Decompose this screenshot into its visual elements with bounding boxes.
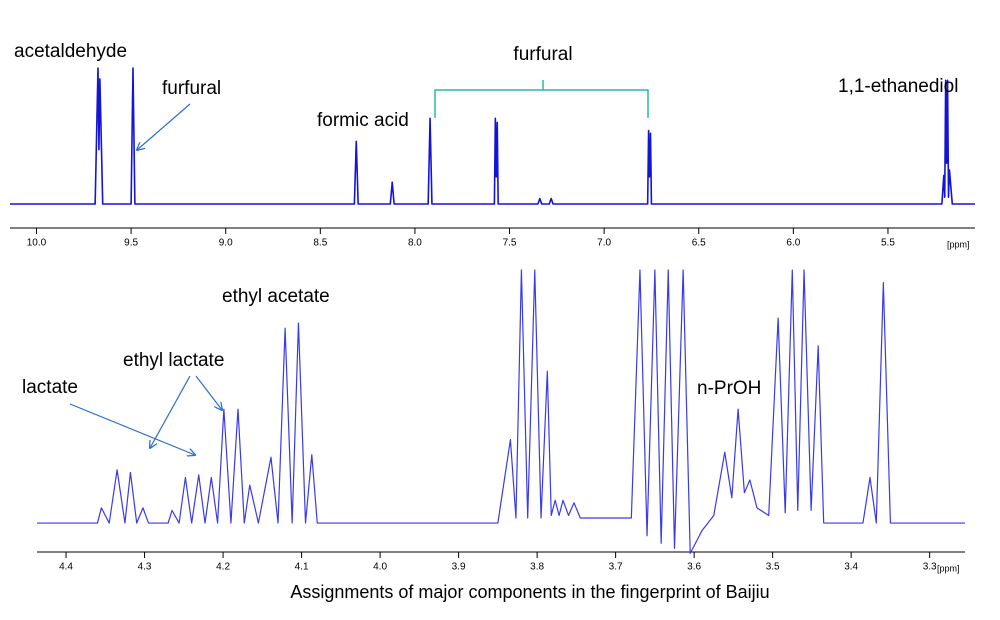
x-tick-label: 9.0 [219,238,233,249]
x-tick-label: 3.4 [844,562,858,573]
spectrum-line [10,67,975,205]
peak-annotation: 1,1-ethanediol [838,76,958,97]
x-tick-label: 8.0 [408,238,422,249]
annotation-arrows [69,103,222,455]
spectrum-line [37,269,965,555]
peak-annotation: lactate [22,377,78,398]
peak-annotation: furfural [513,44,572,65]
peak-annotation: n-PrOH [697,378,761,399]
x-tick-label: 4.3 [138,562,152,573]
x-axis-label: [ppm] [947,239,970,249]
bracket [434,80,649,118]
x-tick-label: 6.5 [692,238,706,249]
x-tick-label: 4.0 [373,562,387,573]
x-tick-label: 4.2 [216,562,230,573]
x-tick-label: 4.1 [295,562,309,573]
x-tick-label: 3.9 [452,562,466,573]
x-tick-label: 7.5 [503,238,517,249]
peak-annotation: furfural [162,78,221,99]
x-tick-label: 3.3 [923,562,937,573]
x-tick-label: 3.6 [687,562,701,573]
caption: Assignments of major components in the f… [290,582,769,602]
peak-annotation: acetaldehyde [14,41,127,62]
x-tick-label: 4.4 [59,562,73,573]
x-tick-label: 3.7 [609,562,623,573]
x-tick-label: 8.5 [313,238,327,249]
x-axis-label: [ppm] [937,563,960,573]
peak-annotation: formic acid [317,110,409,131]
peak-annotation: ethyl lactate [123,350,224,371]
x-tick-label: 7.0 [597,238,611,249]
x-tick-label: 6.0 [786,238,800,249]
x-tick-label: 9.5 [124,238,138,249]
x-tick-label: 3.5 [766,562,780,573]
x-tick-label: 10.0 [27,238,47,249]
x-tick-label: 3.8 [530,562,544,573]
peak-annotation: ethyl acetate [222,286,330,307]
x-tick-label: 5.5 [881,238,895,249]
